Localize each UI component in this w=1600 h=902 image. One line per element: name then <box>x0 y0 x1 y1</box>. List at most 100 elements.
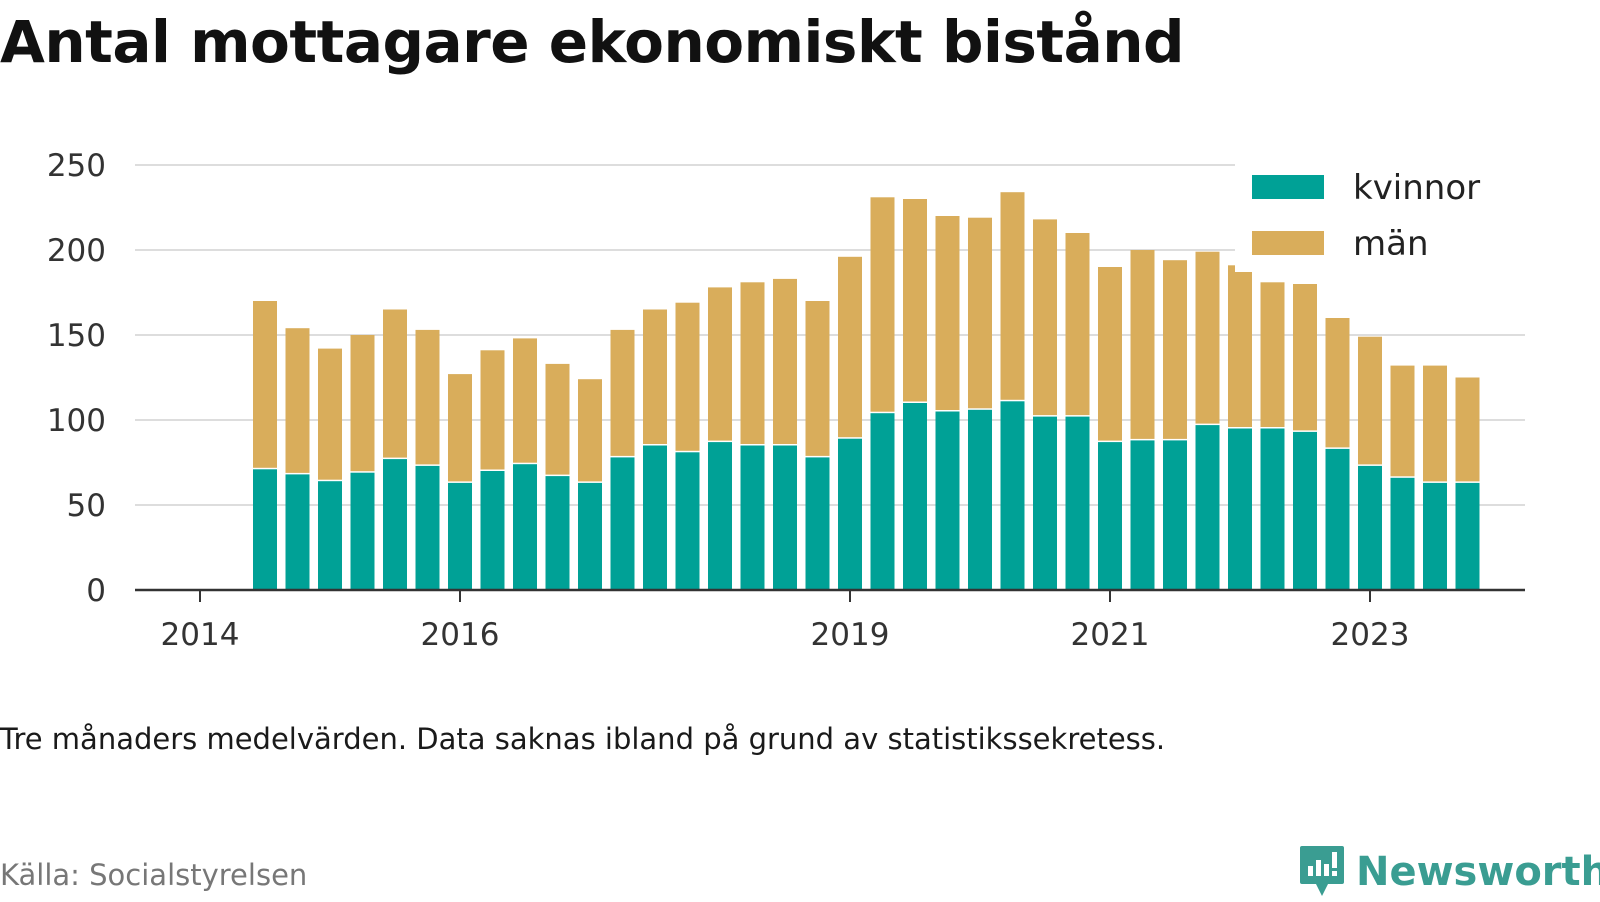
legend-swatch <box>1252 231 1324 255</box>
bar-kvinnor <box>870 413 895 590</box>
x-tick-label: 2014 <box>161 617 240 653</box>
bar-kvinnor <box>1390 477 1415 590</box>
bar-man <box>805 301 830 456</box>
bar-kvinnor <box>545 476 570 590</box>
bar-kvinnor <box>1293 431 1317 590</box>
bar-man <box>1293 284 1317 431</box>
bar-man <box>1228 265 1252 427</box>
bar-kvinnor <box>480 471 505 590</box>
bar-kvinnor <box>1228 428 1252 590</box>
bar-kvinnor <box>903 403 927 590</box>
bar-man <box>740 282 765 444</box>
bar-man <box>643 309 667 444</box>
bar-man <box>480 350 505 470</box>
bar-man <box>448 374 472 482</box>
bar-man <box>1098 267 1122 441</box>
bar-man <box>773 278 797 444</box>
x-tick-label: 2019 <box>811 617 890 653</box>
bar-man <box>285 328 310 473</box>
bar-man <box>415 329 440 465</box>
y-tick-label: 100 <box>47 403 106 439</box>
bar-kvinnor <box>350 472 375 590</box>
bar-kvinnor <box>448 482 472 590</box>
bar-kvinnor <box>1195 425 1220 590</box>
legend-label: kvinnor <box>1353 168 1480 208</box>
bar-kvinnor <box>838 438 862 590</box>
source-text: Källa: Socialstyrelsen <box>0 858 308 892</box>
bar-man <box>675 302 700 451</box>
x-tick-label: 2021 <box>1071 617 1150 653</box>
brand-name: Newsworthy <box>1356 849 1600 895</box>
bar-man <box>903 199 927 402</box>
newsworthy-logo-icon <box>1300 846 1344 896</box>
bar-kvinnor <box>383 459 407 590</box>
bar-kvinnor <box>1455 482 1480 590</box>
bar-man <box>935 216 960 410</box>
y-tick-label: 50 <box>67 488 106 524</box>
bar-kvinnor <box>1325 448 1350 590</box>
bar-man <box>318 348 342 480</box>
x-tick-label: 2016 <box>421 617 500 653</box>
bar-kvinnor <box>1130 440 1155 590</box>
bar-kvinnor <box>708 442 732 590</box>
bar-man <box>513 338 537 463</box>
bar-man <box>1000 192 1025 400</box>
y-tick-label: 200 <box>47 233 106 269</box>
bar-kvinnor <box>578 482 602 590</box>
bar-kvinnor <box>773 445 797 590</box>
bar-kvinnor <box>1033 416 1057 590</box>
bar-kvinnor <box>513 464 537 590</box>
legend-label: män <box>1353 224 1429 264</box>
bar-man <box>1423 365 1447 482</box>
bar-man <box>1195 251 1220 424</box>
legend-swatch <box>1252 175 1324 199</box>
bar-kvinnor <box>1098 442 1122 590</box>
y-tick-label: 150 <box>47 318 106 354</box>
bar-kvinnor <box>318 481 342 590</box>
bar-kvinnor <box>643 445 667 590</box>
bar-man <box>383 309 407 458</box>
x-tick-label: 2023 <box>1331 617 1410 653</box>
bar-man <box>1325 318 1350 448</box>
bar-kvinnor <box>740 445 765 590</box>
bar-kvinnor <box>1065 416 1090 590</box>
bar-kvinnor <box>415 465 440 590</box>
bar-man <box>1065 233 1090 416</box>
chart-title: Antal mottagare ekonomiskt bistånd <box>0 8 1185 76</box>
chart-note: Tre månaders medelvärden. Data saknas ib… <box>0 722 1166 756</box>
bar-man <box>708 287 732 441</box>
bar-kvinnor <box>675 452 700 590</box>
y-tick-label: 250 <box>47 148 106 184</box>
bar-man <box>545 363 570 475</box>
bar-man <box>1455 377 1480 482</box>
bar-kvinnor <box>253 469 277 590</box>
bar-man <box>1130 250 1155 439</box>
brand-logo[interactable]: Newsworthy <box>1298 842 1600 902</box>
bar-man <box>610 329 635 456</box>
bar-man <box>578 379 602 482</box>
bar-man <box>870 197 895 412</box>
bar-kvinnor <box>1000 401 1025 590</box>
bar-kvinnor <box>805 457 830 590</box>
bar-kvinnor <box>1260 428 1285 590</box>
bar-kvinnor <box>610 457 635 590</box>
legend: kvinnor män <box>1235 160 1525 272</box>
bar-man <box>1033 219 1057 416</box>
bar-kvinnor <box>935 411 960 590</box>
bar-kvinnor <box>1358 465 1382 590</box>
bar-man <box>968 217 992 409</box>
bar-man <box>1390 365 1415 477</box>
bar-man <box>253 301 277 468</box>
bar-man <box>1163 260 1187 439</box>
chart: 0 50 100 150 200 250 2014 2016 2019 2021 2023 kvi… <box>47 148 1525 653</box>
bar-man <box>1358 336 1382 465</box>
y-tick-label: 0 <box>86 573 106 609</box>
bar-man <box>838 256 862 438</box>
bar-man <box>350 335 375 472</box>
bar-kvinnor <box>1163 440 1187 590</box>
bars <box>253 192 1480 590</box>
x-axis: 2014 2016 2019 2021 2023 <box>135 588 1525 653</box>
bar-man <box>1260 282 1285 427</box>
bar-kvinnor <box>968 409 992 590</box>
bar-kvinnor <box>285 474 310 590</box>
